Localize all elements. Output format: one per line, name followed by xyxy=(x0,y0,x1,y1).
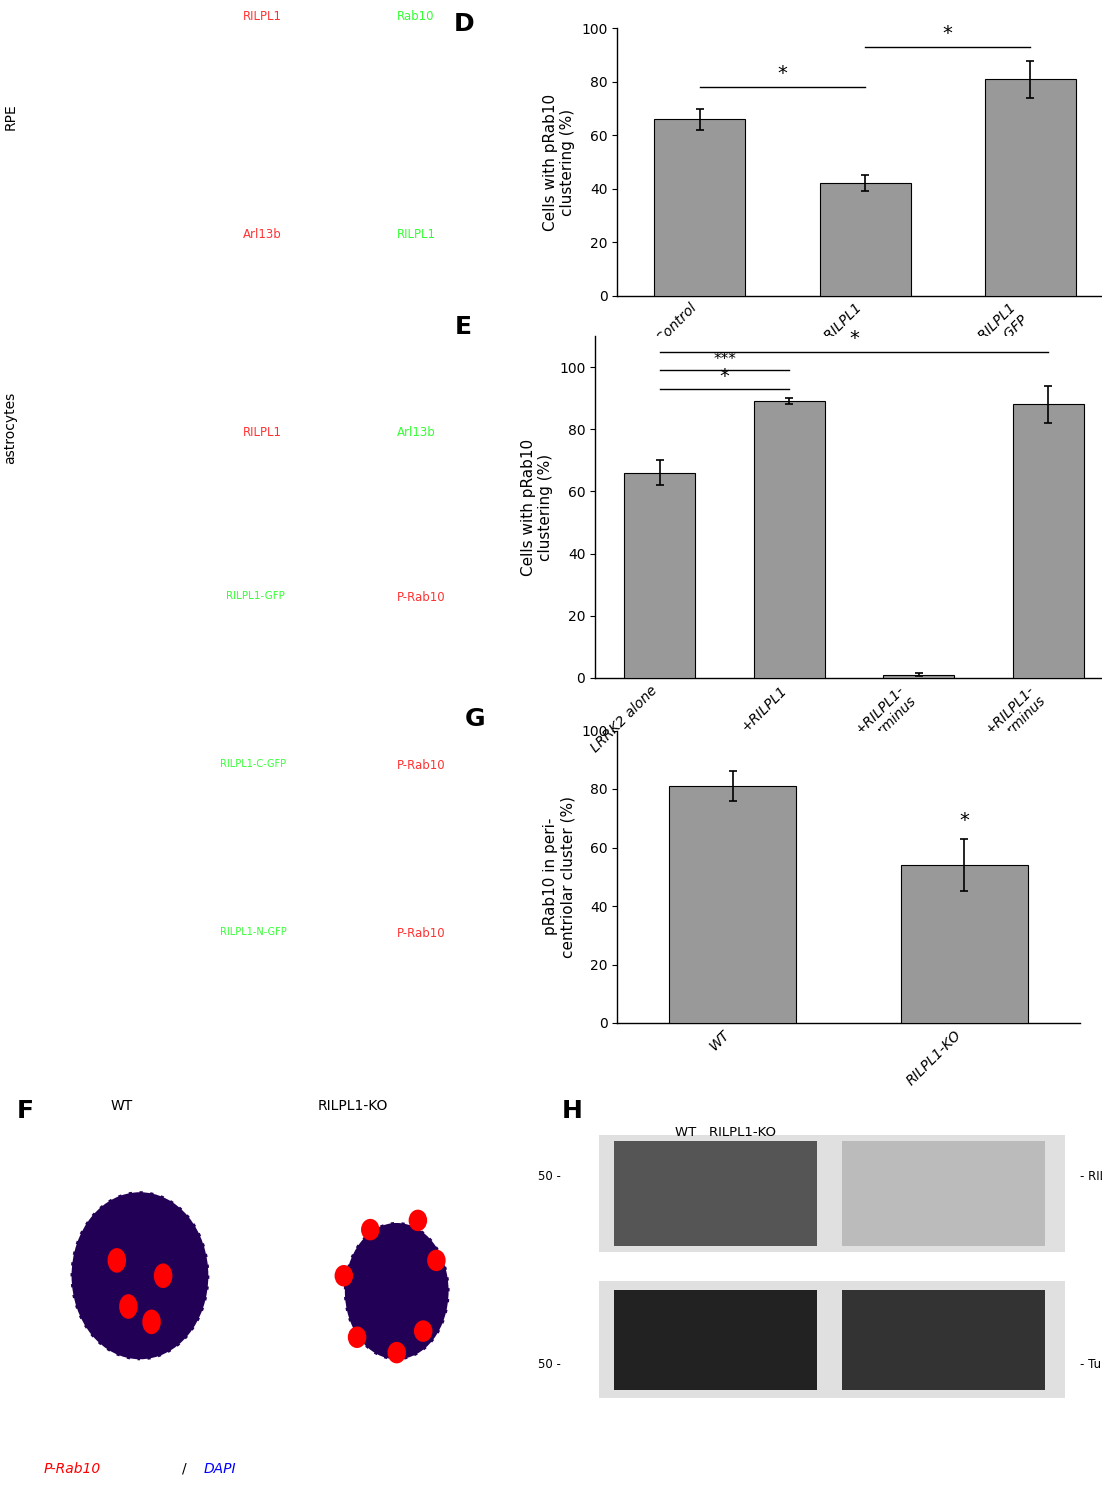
Ellipse shape xyxy=(344,1222,450,1360)
Text: Merge: Merge xyxy=(94,426,130,439)
Ellipse shape xyxy=(428,1250,445,1270)
Text: *: * xyxy=(960,812,969,830)
Bar xyxy=(614,1290,818,1389)
Text: P-Rab10: P-Rab10 xyxy=(397,759,445,772)
Text: *: * xyxy=(943,24,952,44)
Bar xyxy=(599,1136,1065,1252)
Bar xyxy=(842,1142,1046,1246)
Ellipse shape xyxy=(142,1310,161,1334)
Ellipse shape xyxy=(154,1263,172,1288)
Ellipse shape xyxy=(388,1342,406,1364)
Text: F: F xyxy=(17,1100,33,1124)
Text: Arl13b: Arl13b xyxy=(397,426,435,439)
Ellipse shape xyxy=(119,1294,138,1318)
Text: RILPL1-GFP: RILPL1-GFP xyxy=(226,591,284,602)
Text: RILPL1: RILPL1 xyxy=(242,426,281,439)
Text: 50 -: 50 - xyxy=(538,1359,561,1371)
Text: N: N xyxy=(375,291,388,306)
Text: RILPL1-N-GFP: RILPL1-N-GFP xyxy=(220,927,288,938)
Text: N: N xyxy=(375,90,388,105)
Ellipse shape xyxy=(348,1326,366,1348)
Ellipse shape xyxy=(335,1264,353,1287)
Text: Merge: Merge xyxy=(94,228,130,242)
Text: H: H xyxy=(562,1100,583,1124)
Text: WT   RILPL1-KO: WT RILPL1-KO xyxy=(674,1126,776,1140)
Text: D: D xyxy=(454,12,474,36)
Text: Merge: Merge xyxy=(94,10,130,24)
Text: /: / xyxy=(182,1462,186,1476)
Bar xyxy=(820,183,910,296)
Bar xyxy=(599,1281,1065,1398)
Text: N: N xyxy=(209,291,223,306)
Bar xyxy=(614,1142,818,1246)
Bar xyxy=(985,80,1076,296)
Text: *: * xyxy=(850,330,858,348)
Text: WT: WT xyxy=(110,1100,132,1113)
Text: *: * xyxy=(720,366,730,386)
Text: P-Rab10: P-Rab10 xyxy=(397,927,445,940)
Bar xyxy=(754,402,825,678)
Y-axis label: Cells with pRab10
clustering (%): Cells with pRab10 clustering (%) xyxy=(543,93,575,231)
Y-axis label: pRab10 in peri-
centriolar cluster (%): pRab10 in peri- centriolar cluster (%) xyxy=(543,795,575,958)
Ellipse shape xyxy=(409,1209,428,1231)
Text: Merge: Merge xyxy=(94,591,130,604)
Text: ***: *** xyxy=(713,352,736,368)
Text: RILPL1-C-GFP: RILPL1-C-GFP xyxy=(220,759,287,770)
Text: astrocytes: astrocytes xyxy=(3,392,18,464)
Bar xyxy=(624,472,695,678)
Text: A: A xyxy=(17,9,36,33)
Y-axis label: Cells with pRab10
clustering (%): Cells with pRab10 clustering (%) xyxy=(521,438,553,576)
Bar xyxy=(669,786,797,1023)
Bar xyxy=(655,120,745,296)
Text: B: B xyxy=(17,228,35,252)
Bar xyxy=(1013,405,1084,678)
Text: Merge: Merge xyxy=(94,927,130,940)
Text: RILPL1-KO: RILPL1-KO xyxy=(317,1100,388,1113)
Text: 50 -: 50 - xyxy=(538,1170,561,1182)
Ellipse shape xyxy=(71,1191,209,1360)
Text: C: C xyxy=(17,591,35,615)
Text: P-Rab10: P-Rab10 xyxy=(397,591,445,604)
Ellipse shape xyxy=(414,1320,432,1342)
Text: P-Rab10: P-Rab10 xyxy=(44,1462,101,1476)
Text: Merge: Merge xyxy=(94,759,130,772)
Text: RILPL1: RILPL1 xyxy=(242,10,281,24)
Text: *: * xyxy=(778,64,787,82)
Text: RILPL1: RILPL1 xyxy=(397,228,435,242)
Text: G: G xyxy=(464,706,485,730)
Text: N: N xyxy=(39,291,52,306)
Bar xyxy=(842,1290,1046,1389)
Text: N: N xyxy=(39,90,52,105)
Text: - RILPL1: - RILPL1 xyxy=(1080,1170,1102,1182)
Text: Rab10: Rab10 xyxy=(397,10,434,24)
Text: - Tubulin: - Tubulin xyxy=(1080,1359,1102,1371)
Ellipse shape xyxy=(108,1248,126,1272)
Text: Arl13b: Arl13b xyxy=(242,228,281,242)
Text: E: E xyxy=(455,315,473,339)
Text: DAPI: DAPI xyxy=(204,1462,237,1476)
Bar xyxy=(900,865,1028,1023)
Text: N: N xyxy=(209,90,223,105)
Bar xyxy=(883,675,954,678)
Text: RPE: RPE xyxy=(3,104,18,130)
Ellipse shape xyxy=(361,1220,379,1240)
